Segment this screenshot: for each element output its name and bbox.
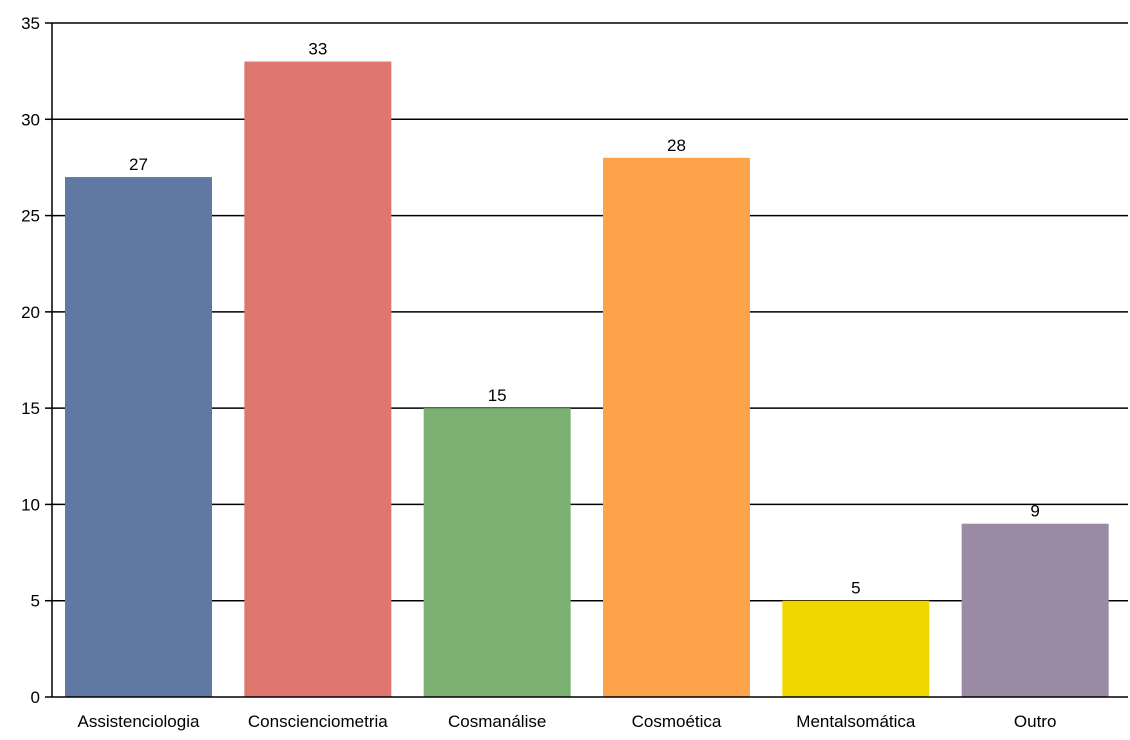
y-tick-label-15: 15 [21,399,40,418]
x-category-label-Assistenciologia: Assistenciologia [78,712,200,731]
x-category-label-Mentalsomática: Mentalsomática [796,712,916,731]
axes [45,22,1128,698]
bar-Conscienciometria [244,61,392,698]
bar-Cosmoética [603,157,750,698]
data-label-Outro: 9 [1030,502,1039,521]
y-tick-label-0: 0 [31,688,40,707]
y-tick-label-35: 35 [21,14,40,33]
x-category-label-Cosmoética: Cosmoética [632,712,722,731]
y-tick-label-20: 20 [21,303,40,322]
data-label-Assistenciologia: 27 [129,155,148,174]
bar-Mentalsomática [782,600,930,697]
x-category-label-Outro: Outro [1014,712,1057,731]
data-labels: 27 33 15 28 5 9 [129,40,1040,598]
bar-Assistenciologia [65,177,212,698]
x-category-label-Cosmanálise: Cosmanálise [448,712,546,731]
y-tick-label-30: 30 [21,110,40,129]
y-tick-label-5: 5 [31,592,40,611]
bars [65,61,1109,698]
y-tick-labels: 0 5 10 15 20 25 30 35 [21,14,40,707]
data-label-Conscienciometria: 33 [308,40,327,59]
bar-Outro [961,523,1109,697]
bar-Cosmanálise [423,408,571,697]
data-label-Cosmoética: 28 [667,136,686,155]
data-label-Mentalsomática: 5 [851,579,860,598]
y-tick-label-10: 10 [21,495,40,514]
x-category-label-Conscienciometria: Conscienciometria [248,712,388,731]
x-category-labels: Assistenciologia Conscienciometria Cosmaná… [78,712,1057,731]
gridlines [52,22,1128,602]
data-label-Cosmanálise: 15 [488,386,507,405]
y-tick-label-25: 25 [21,207,40,226]
